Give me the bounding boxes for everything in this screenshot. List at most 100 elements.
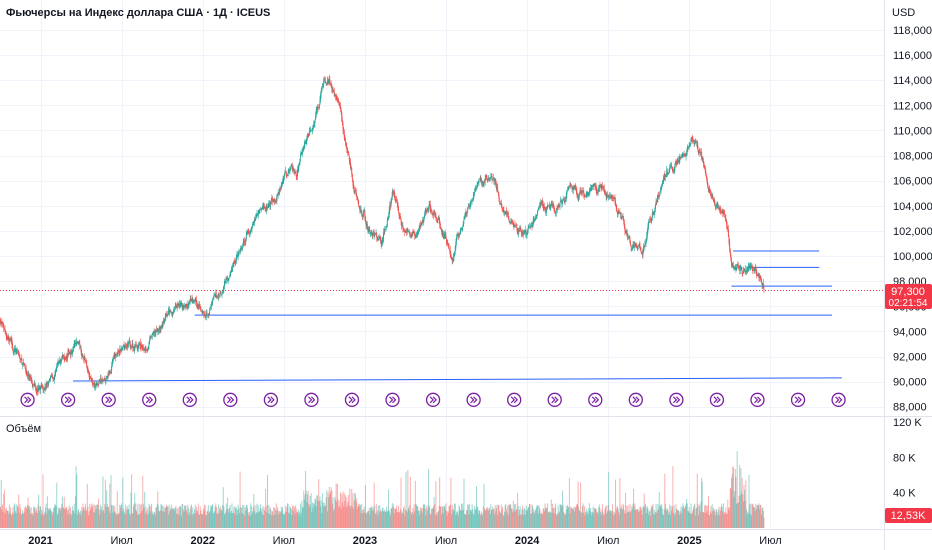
candle[interactable] [612,198,614,199]
candle[interactable] [673,170,675,172]
candle[interactable] [656,199,658,202]
candle[interactable] [692,140,694,141]
candle[interactable] [401,225,403,227]
candle[interactable] [205,316,207,317]
candle[interactable] [457,234,459,236]
candle[interactable] [359,207,361,212]
candle[interactable] [199,304,201,308]
candle[interactable] [732,265,734,269]
candle[interactable] [260,209,262,211]
candle[interactable] [374,233,376,234]
candle[interactable] [300,153,302,155]
candle[interactable] [547,205,549,207]
candle[interactable] [338,102,340,105]
price-candles[interactable] [0,74,765,396]
candle[interactable] [732,265,734,266]
candle[interactable] [277,194,279,196]
candle[interactable] [38,386,40,388]
candle[interactable] [220,294,222,295]
candle[interactable] [657,195,659,200]
candle[interactable] [132,344,134,348]
candle[interactable] [257,213,259,217]
candle[interactable] [306,137,308,142]
candle[interactable] [10,339,12,341]
candle[interactable] [237,255,239,257]
candle[interactable] [408,231,410,233]
candle[interactable] [674,161,676,166]
candle[interactable] [578,196,580,199]
candle[interactable] [533,220,535,222]
candle[interactable] [472,199,474,201]
candle[interactable] [674,165,676,171]
candle[interactable] [123,345,125,349]
candle[interactable] [198,305,200,308]
candle[interactable] [141,344,143,347]
candle[interactable] [492,177,494,180]
candle[interactable] [218,294,220,296]
candle[interactable] [35,386,37,388]
candle[interactable] [380,239,382,244]
candle[interactable] [189,299,191,302]
candle[interactable] [696,142,698,143]
candle[interactable] [74,342,76,344]
candle[interactable] [292,169,294,170]
candle[interactable] [519,229,521,232]
candle[interactable] [171,312,173,315]
candle[interactable] [272,197,274,202]
candle[interactable] [620,212,622,219]
candle[interactable] [418,229,420,232]
candle[interactable] [182,305,184,309]
candle[interactable] [575,185,577,190]
candle[interactable] [3,328,5,330]
candle[interactable] [103,379,105,381]
candle[interactable] [760,278,762,284]
candle[interactable] [578,192,580,197]
candle[interactable] [655,201,657,205]
candle[interactable] [499,201,501,204]
event-marker-icon[interactable] [142,392,157,407]
candle[interactable] [663,174,665,177]
candle[interactable] [716,204,718,206]
candle[interactable] [185,304,187,307]
candle[interactable] [639,243,641,247]
candle[interactable] [173,310,175,313]
candle[interactable] [591,187,593,189]
candle[interactable] [171,311,173,313]
candle[interactable] [553,205,555,209]
candle[interactable] [752,270,754,271]
candle[interactable] [638,245,640,246]
candle[interactable] [96,382,98,384]
candle[interactable] [333,89,335,91]
candle[interactable] [352,180,354,186]
event-marker-icon[interactable] [588,392,603,407]
candle[interactable] [520,227,522,232]
candle[interactable] [149,338,151,342]
candle[interactable] [225,278,227,280]
candle[interactable] [583,194,585,197]
candle[interactable] [336,98,338,100]
candle[interactable] [117,350,119,353]
candle[interactable] [93,384,95,388]
candle[interactable] [620,212,622,215]
candle[interactable] [25,367,27,370]
candle[interactable] [23,363,25,365]
candle[interactable] [472,195,474,200]
candle[interactable] [642,251,644,256]
candle[interactable] [354,190,356,193]
candle[interactable] [172,312,174,315]
candle[interactable] [570,183,572,186]
candle[interactable] [157,328,159,333]
candle[interactable] [677,161,679,163]
candle[interactable] [139,342,141,344]
candle[interactable] [169,309,171,313]
candle[interactable] [540,201,542,204]
candle[interactable] [451,257,453,261]
candle[interactable] [265,209,267,211]
candle[interactable] [184,305,186,307]
candle[interactable] [121,348,123,350]
candle[interactable] [22,364,24,365]
candle[interactable] [649,218,651,220]
candle[interactable] [733,267,735,269]
candle[interactable] [648,222,650,226]
candle[interactable] [100,378,102,381]
